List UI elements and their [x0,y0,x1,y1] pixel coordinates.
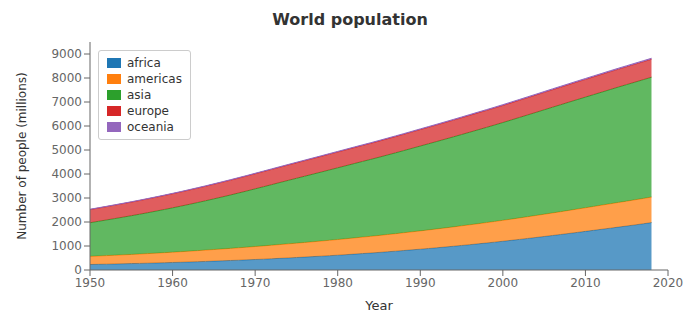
svg-text:Year: Year [364,298,393,313]
svg-text:1980: 1980 [322,276,353,290]
svg-text:1990: 1990 [405,276,436,290]
svg-text:1970: 1970 [240,276,271,290]
svg-text:7000: 7000 [51,95,82,109]
svg-text:0: 0 [74,263,82,277]
html-text:oceania: oceania [127,120,174,134]
svg-text:4000: 4000 [51,167,82,181]
html-text:asia: asia [127,88,152,102]
svg-text:5000: 5000 [51,143,82,157]
svg-text:2000: 2000 [488,276,519,290]
html-text:World population: World population [272,10,428,29]
svg-text:8000: 8000 [51,71,82,85]
svg-text:3000: 3000 [51,191,82,205]
html-text:americas: americas [127,72,182,86]
svg-text:1000: 1000 [51,239,82,253]
svg-text:9000: 9000 [51,47,82,61]
html-text:europe: europe [127,104,169,118]
svg-text:Number of people (millions): Number of people (millions) [15,72,29,239]
svg-text:1950: 1950 [75,276,106,290]
svg-text:2020: 2020 [653,276,684,290]
svg-text:2010: 2010 [570,276,601,290]
svg-text:2000: 2000 [51,215,82,229]
svg-text:6000: 6000 [51,119,82,133]
html-text:africa: africa [127,56,161,70]
svg-text:1960: 1960 [157,276,188,290]
